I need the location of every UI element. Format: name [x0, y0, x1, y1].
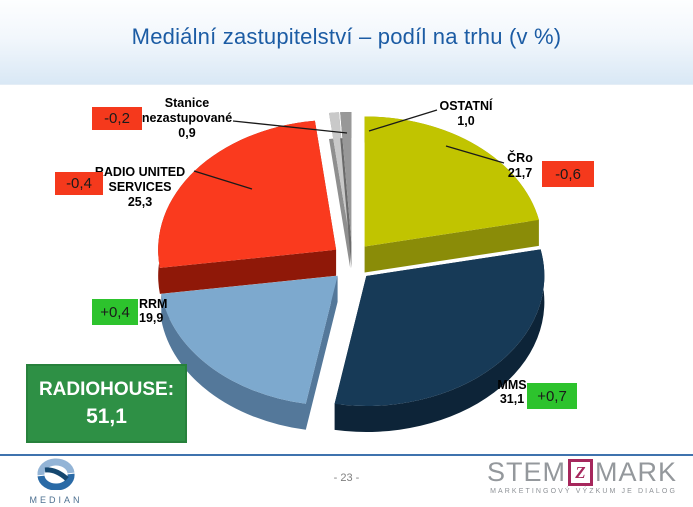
slice-value-ostatni: 1,0	[457, 114, 475, 128]
slice-label-ostatni: OSTATNÍ 1,0	[421, 99, 511, 129]
change-badge-mms: +0,7	[527, 383, 577, 409]
median-swirl-icon	[37, 458, 75, 491]
page-number: - 23 -	[333, 472, 360, 484]
slice-label-radio-united-services: RADIO UNITED SERVICES 25,3	[78, 165, 202, 210]
radiohouse-value: 51,1	[86, 405, 127, 428]
slice-value-stanice: 0,9	[178, 126, 196, 140]
slice-value-rus: 25,3	[127, 195, 153, 209]
slice-label-mms: MMS 31,1	[486, 378, 538, 406]
slice-label-rrm: RRM 19,9	[139, 297, 199, 325]
slice-label-stanice-nezastupovane: Stanice nezastupované 0,9	[128, 96, 246, 141]
stemmark-mark-text: MARK	[594, 457, 677, 487]
footer-divider-line	[0, 454, 693, 456]
median-logo-text: MEDIAN	[29, 495, 83, 505]
title-band: Mediální zastupitelství – podíl na trhu …	[0, 0, 693, 85]
stemmark-tagline: MARKETINGOVÝ VÝZKUM JE DIALOG	[490, 488, 677, 495]
slice-value-rrm: 19,9	[139, 311, 164, 325]
stemmark-square-icon: Z	[568, 458, 593, 486]
change-badge-radio-united-services: -0,4	[55, 172, 103, 195]
stemmark-logo: STEM Z MARK MARKETINGOVÝ VÝZKUM JE DIALO…	[487, 458, 677, 495]
slice-label-cro: ČRo 21,7	[488, 151, 552, 181]
change-badge-rrm: +0,4	[92, 299, 138, 325]
stemmark-stem-text: STEM	[487, 457, 567, 487]
radiohouse-label: RADIOHOUSE:	[38, 379, 175, 400]
slide-title: Mediální zastupitelství – podíl na trhu …	[131, 24, 562, 49]
slice-value-mms: 31,1	[499, 392, 525, 406]
change-badge-cro: -0,6	[542, 161, 594, 187]
footer: MEDIAN - 23 - STEM Z MARK MARKETINGOVÝ V…	[0, 456, 693, 507]
median-logo: MEDIAN	[26, 458, 86, 505]
radiohouse-callout: RADIOHOUSE: 51,1	[26, 364, 187, 443]
change-badge-stanice: -0,2	[92, 107, 142, 130]
slice-value-cro: 21,7	[507, 166, 533, 180]
